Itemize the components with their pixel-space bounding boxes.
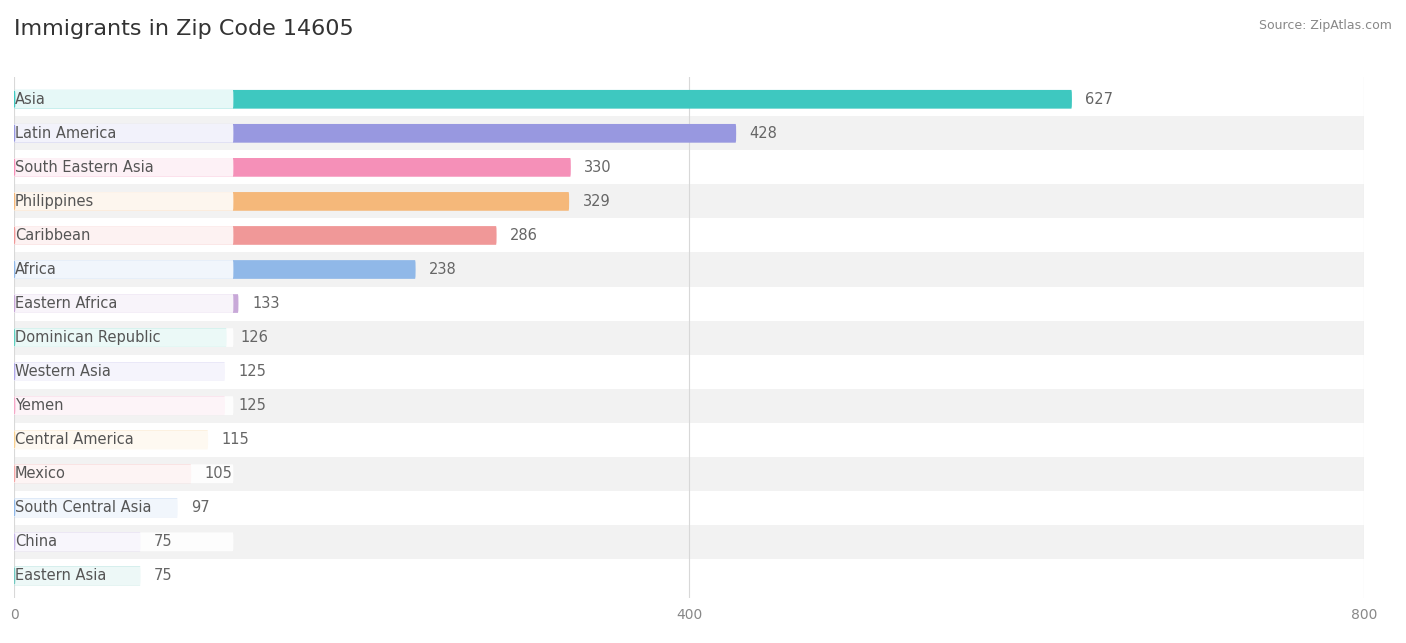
Text: 133: 133	[252, 296, 280, 311]
Bar	[14, 185, 1364, 219]
FancyBboxPatch shape	[14, 226, 496, 245]
Text: Caribbean: Caribbean	[14, 228, 90, 243]
Text: Africa: Africa	[14, 262, 56, 277]
FancyBboxPatch shape	[14, 464, 191, 483]
Bar	[14, 82, 1364, 116]
Text: Central America: Central America	[14, 432, 134, 447]
Bar	[14, 525, 1364, 559]
Text: Eastern Asia: Eastern Asia	[14, 568, 105, 583]
FancyBboxPatch shape	[14, 532, 141, 551]
Text: 75: 75	[155, 568, 173, 583]
Text: 329: 329	[582, 194, 610, 209]
Text: Source: ZipAtlas.com: Source: ZipAtlas.com	[1258, 19, 1392, 32]
Text: 627: 627	[1085, 92, 1114, 107]
Text: 125: 125	[239, 364, 266, 379]
Bar	[14, 321, 1364, 354]
Bar	[14, 422, 1364, 457]
Text: 286: 286	[510, 228, 538, 243]
Text: Western Asia: Western Asia	[14, 364, 111, 379]
Text: Dominican Republic: Dominican Republic	[14, 330, 160, 345]
Bar	[14, 388, 1364, 422]
Text: Asia: Asia	[14, 92, 45, 107]
FancyBboxPatch shape	[14, 362, 225, 381]
FancyBboxPatch shape	[14, 192, 233, 211]
FancyBboxPatch shape	[14, 124, 737, 143]
Text: 75: 75	[155, 534, 173, 549]
FancyBboxPatch shape	[14, 158, 233, 177]
FancyBboxPatch shape	[14, 566, 233, 585]
Text: 126: 126	[240, 330, 269, 345]
Bar	[14, 116, 1364, 150]
FancyBboxPatch shape	[14, 362, 233, 381]
Text: China: China	[14, 534, 56, 549]
Bar	[14, 354, 1364, 388]
FancyBboxPatch shape	[14, 158, 571, 177]
Text: 105: 105	[205, 466, 232, 481]
Text: 428: 428	[749, 126, 778, 141]
FancyBboxPatch shape	[14, 124, 233, 143]
FancyBboxPatch shape	[14, 532, 233, 551]
FancyBboxPatch shape	[14, 328, 233, 347]
Bar	[14, 559, 1364, 593]
Text: 115: 115	[222, 432, 249, 447]
Bar	[14, 219, 1364, 253]
FancyBboxPatch shape	[14, 90, 233, 109]
Bar	[14, 457, 1364, 491]
Text: 330: 330	[585, 160, 612, 175]
FancyBboxPatch shape	[14, 396, 225, 415]
Text: 97: 97	[191, 500, 209, 515]
FancyBboxPatch shape	[14, 260, 233, 279]
FancyBboxPatch shape	[14, 192, 569, 211]
Bar	[14, 491, 1364, 525]
FancyBboxPatch shape	[14, 294, 233, 313]
FancyBboxPatch shape	[14, 226, 233, 245]
Text: 125: 125	[239, 398, 266, 413]
Bar	[14, 287, 1364, 321]
FancyBboxPatch shape	[14, 90, 1071, 109]
FancyBboxPatch shape	[14, 566, 141, 585]
Bar	[14, 253, 1364, 287]
Bar	[14, 150, 1364, 185]
FancyBboxPatch shape	[14, 464, 233, 483]
Text: Yemen: Yemen	[14, 398, 63, 413]
Text: Latin America: Latin America	[14, 126, 117, 141]
FancyBboxPatch shape	[14, 294, 239, 313]
FancyBboxPatch shape	[14, 328, 226, 347]
FancyBboxPatch shape	[14, 430, 208, 449]
Text: Eastern Africa: Eastern Africa	[14, 296, 117, 311]
Text: South Central Asia: South Central Asia	[14, 500, 152, 515]
Text: Philippines: Philippines	[14, 194, 94, 209]
FancyBboxPatch shape	[14, 260, 416, 279]
Text: South Eastern Asia: South Eastern Asia	[14, 160, 153, 175]
Text: Mexico: Mexico	[14, 466, 66, 481]
FancyBboxPatch shape	[14, 498, 233, 517]
FancyBboxPatch shape	[14, 430, 233, 449]
Text: Immigrants in Zip Code 14605: Immigrants in Zip Code 14605	[14, 19, 354, 39]
Text: 238: 238	[429, 262, 457, 277]
FancyBboxPatch shape	[14, 498, 177, 517]
FancyBboxPatch shape	[14, 396, 233, 415]
